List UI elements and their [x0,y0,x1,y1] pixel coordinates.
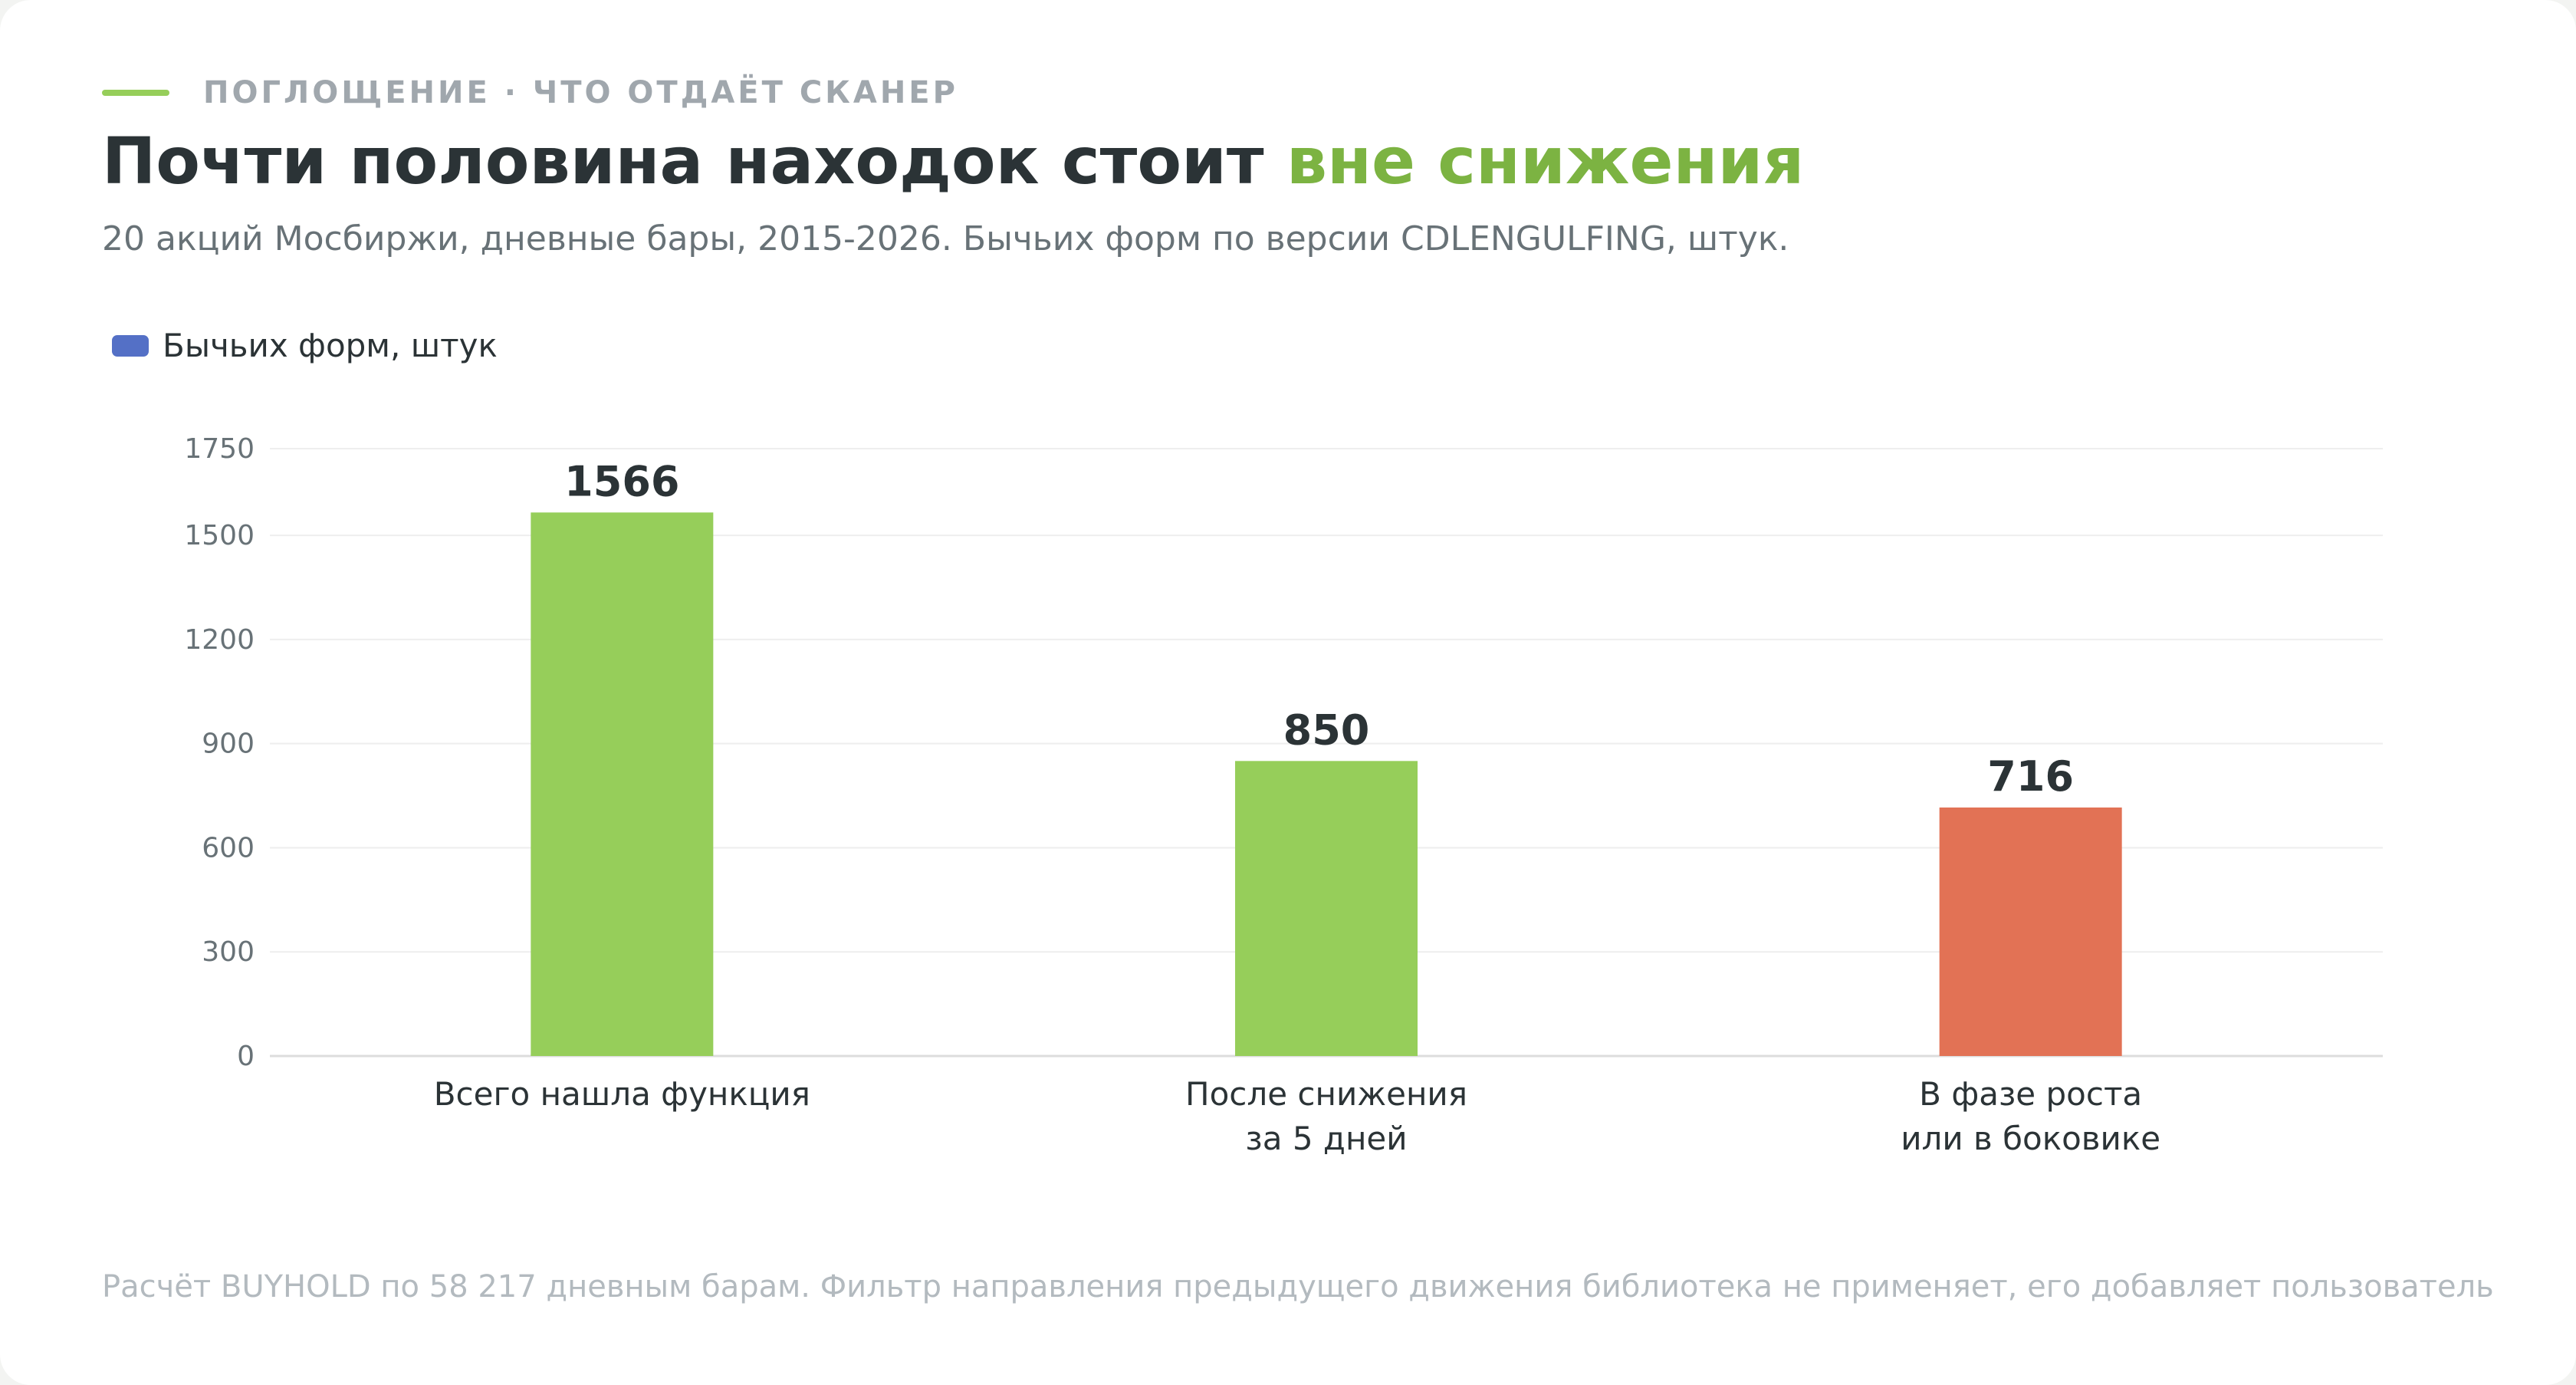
bar [1235,761,1418,1056]
chart-legend: Бычьих форм, штук [112,327,498,364]
footnote: Расчёт BUYHOLD по 58 217 дневным барам. … [102,1269,2494,1304]
bar-value-label: 1566 [564,457,679,505]
bar [1939,807,2122,1056]
bar [531,512,714,1056]
legend-swatch [112,334,149,357]
y-tick-label: 600 [202,832,255,864]
bar-value-label: 716 [1987,752,2074,801]
y-tick-label: 900 [202,729,255,760]
y-tick-label: 1200 [184,624,255,656]
eyebrow-accent-line [102,90,169,96]
title-highlight: вне снижения [1286,123,1805,199]
x-category-label: В фазе роста [1919,1075,2142,1113]
bar-value-label: 850 [1283,706,1370,754]
x-category-label: Всего нашла функция [434,1075,810,1113]
page-title: Почти половина находок стоит вне снижени… [102,123,1804,200]
y-tick-label: 0 [237,1041,255,1072]
y-tick-label: 300 [202,936,255,968]
x-category-label: После снижения [1185,1075,1467,1113]
title-main: Почти половина находок стоит [102,123,1286,199]
subtitle: 20 акций Мосбиржи, дневные бары, 2015-20… [102,219,1789,258]
y-tick-label: 1500 [184,520,255,551]
y-tick-label: 1750 [184,433,255,465]
x-category-label: или в боковике [1901,1120,2160,1157]
eyebrow: ПОГЛОЩЕНИЕ · ЧТО ОТДАЁТ СКАНЕР [102,75,958,110]
x-category-label: за 5 дней [1245,1120,1407,1157]
legend-label: Бычьих форм, штук [163,327,498,364]
eyebrow-text: ПОГЛОЩЕНИЕ · ЧТО ОТДАЁТ СКАНЕР [203,75,958,110]
